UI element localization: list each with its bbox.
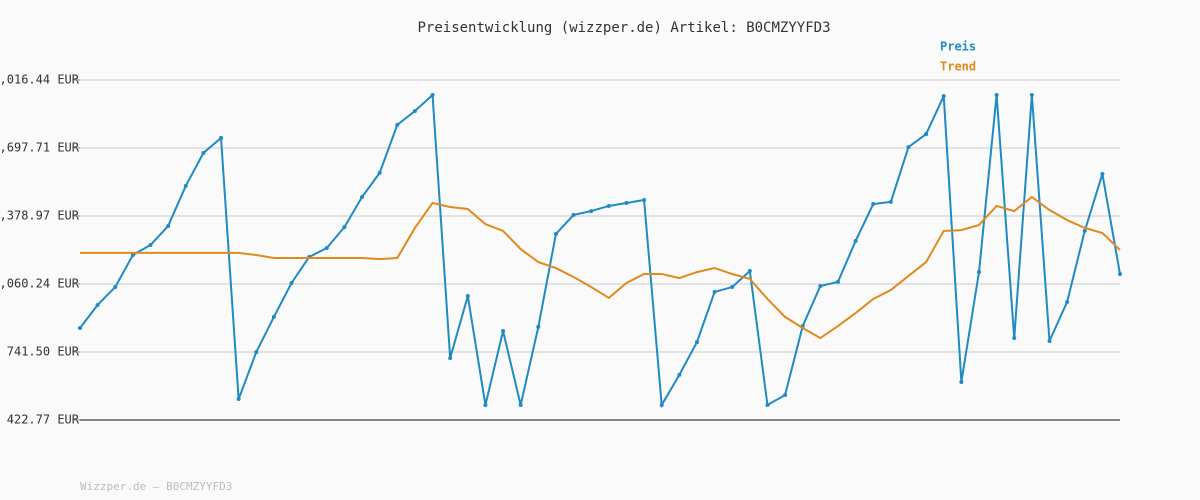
point xyxy=(377,170,382,175)
point xyxy=(959,379,964,384)
footer: Wizzper.de – B0CMZYYFD3 xyxy=(80,480,232,493)
point xyxy=(1100,171,1105,176)
point xyxy=(1012,336,1017,341)
point xyxy=(694,340,699,345)
point xyxy=(289,280,294,285)
point xyxy=(113,285,118,290)
point xyxy=(1065,299,1070,304)
point xyxy=(183,183,188,188)
legend-label: Trend xyxy=(940,60,976,74)
y-tick-label: 2,016.44 EUR xyxy=(0,73,80,87)
point xyxy=(430,93,435,98)
point xyxy=(483,403,488,408)
point xyxy=(148,243,153,248)
point xyxy=(888,199,893,204)
point xyxy=(201,151,206,156)
point xyxy=(518,403,523,408)
point xyxy=(976,270,981,275)
point xyxy=(871,202,876,207)
point xyxy=(783,392,788,397)
series-line xyxy=(80,195,1121,340)
point xyxy=(853,238,858,243)
point xyxy=(236,397,241,402)
y-tick-label: 422.77 EUR xyxy=(7,413,80,427)
point xyxy=(324,245,329,250)
point xyxy=(730,285,735,290)
point xyxy=(342,225,347,230)
y-tick-label: 741.50 EUR xyxy=(7,345,80,359)
point xyxy=(271,314,276,319)
point xyxy=(1118,272,1122,277)
point xyxy=(254,350,259,355)
point xyxy=(78,325,82,330)
point xyxy=(765,403,770,408)
point xyxy=(1082,228,1087,233)
point xyxy=(941,94,946,99)
point xyxy=(130,253,135,258)
point xyxy=(395,122,400,127)
point xyxy=(219,135,224,140)
legend-label: Preis xyxy=(940,40,976,54)
point xyxy=(465,293,470,298)
series-line xyxy=(79,92,1121,409)
point xyxy=(536,324,541,329)
point xyxy=(677,372,682,377)
y-tick-label: 1,697.71 EUR xyxy=(0,140,80,154)
point xyxy=(924,132,929,137)
point xyxy=(747,269,752,274)
point xyxy=(448,356,453,361)
point xyxy=(501,328,506,333)
point xyxy=(412,109,417,114)
point xyxy=(1029,93,1034,98)
y-tick-label: 1,060.24 EUR xyxy=(0,276,80,290)
chart-title: Preisentwicklung (wizzper.de) Artikel: B… xyxy=(417,20,830,36)
point xyxy=(360,195,365,200)
point xyxy=(994,93,999,98)
point xyxy=(95,302,100,307)
point xyxy=(553,231,558,236)
point xyxy=(624,200,629,205)
point xyxy=(166,224,171,229)
point xyxy=(642,197,647,202)
point xyxy=(818,283,823,288)
point xyxy=(1047,339,1052,344)
point xyxy=(571,212,576,217)
point xyxy=(606,203,611,208)
point xyxy=(589,209,594,214)
y-tick-label: 1,378.97 EUR xyxy=(0,209,80,223)
point xyxy=(659,403,664,408)
point xyxy=(906,145,911,150)
point xyxy=(835,279,840,284)
point xyxy=(712,289,717,294)
